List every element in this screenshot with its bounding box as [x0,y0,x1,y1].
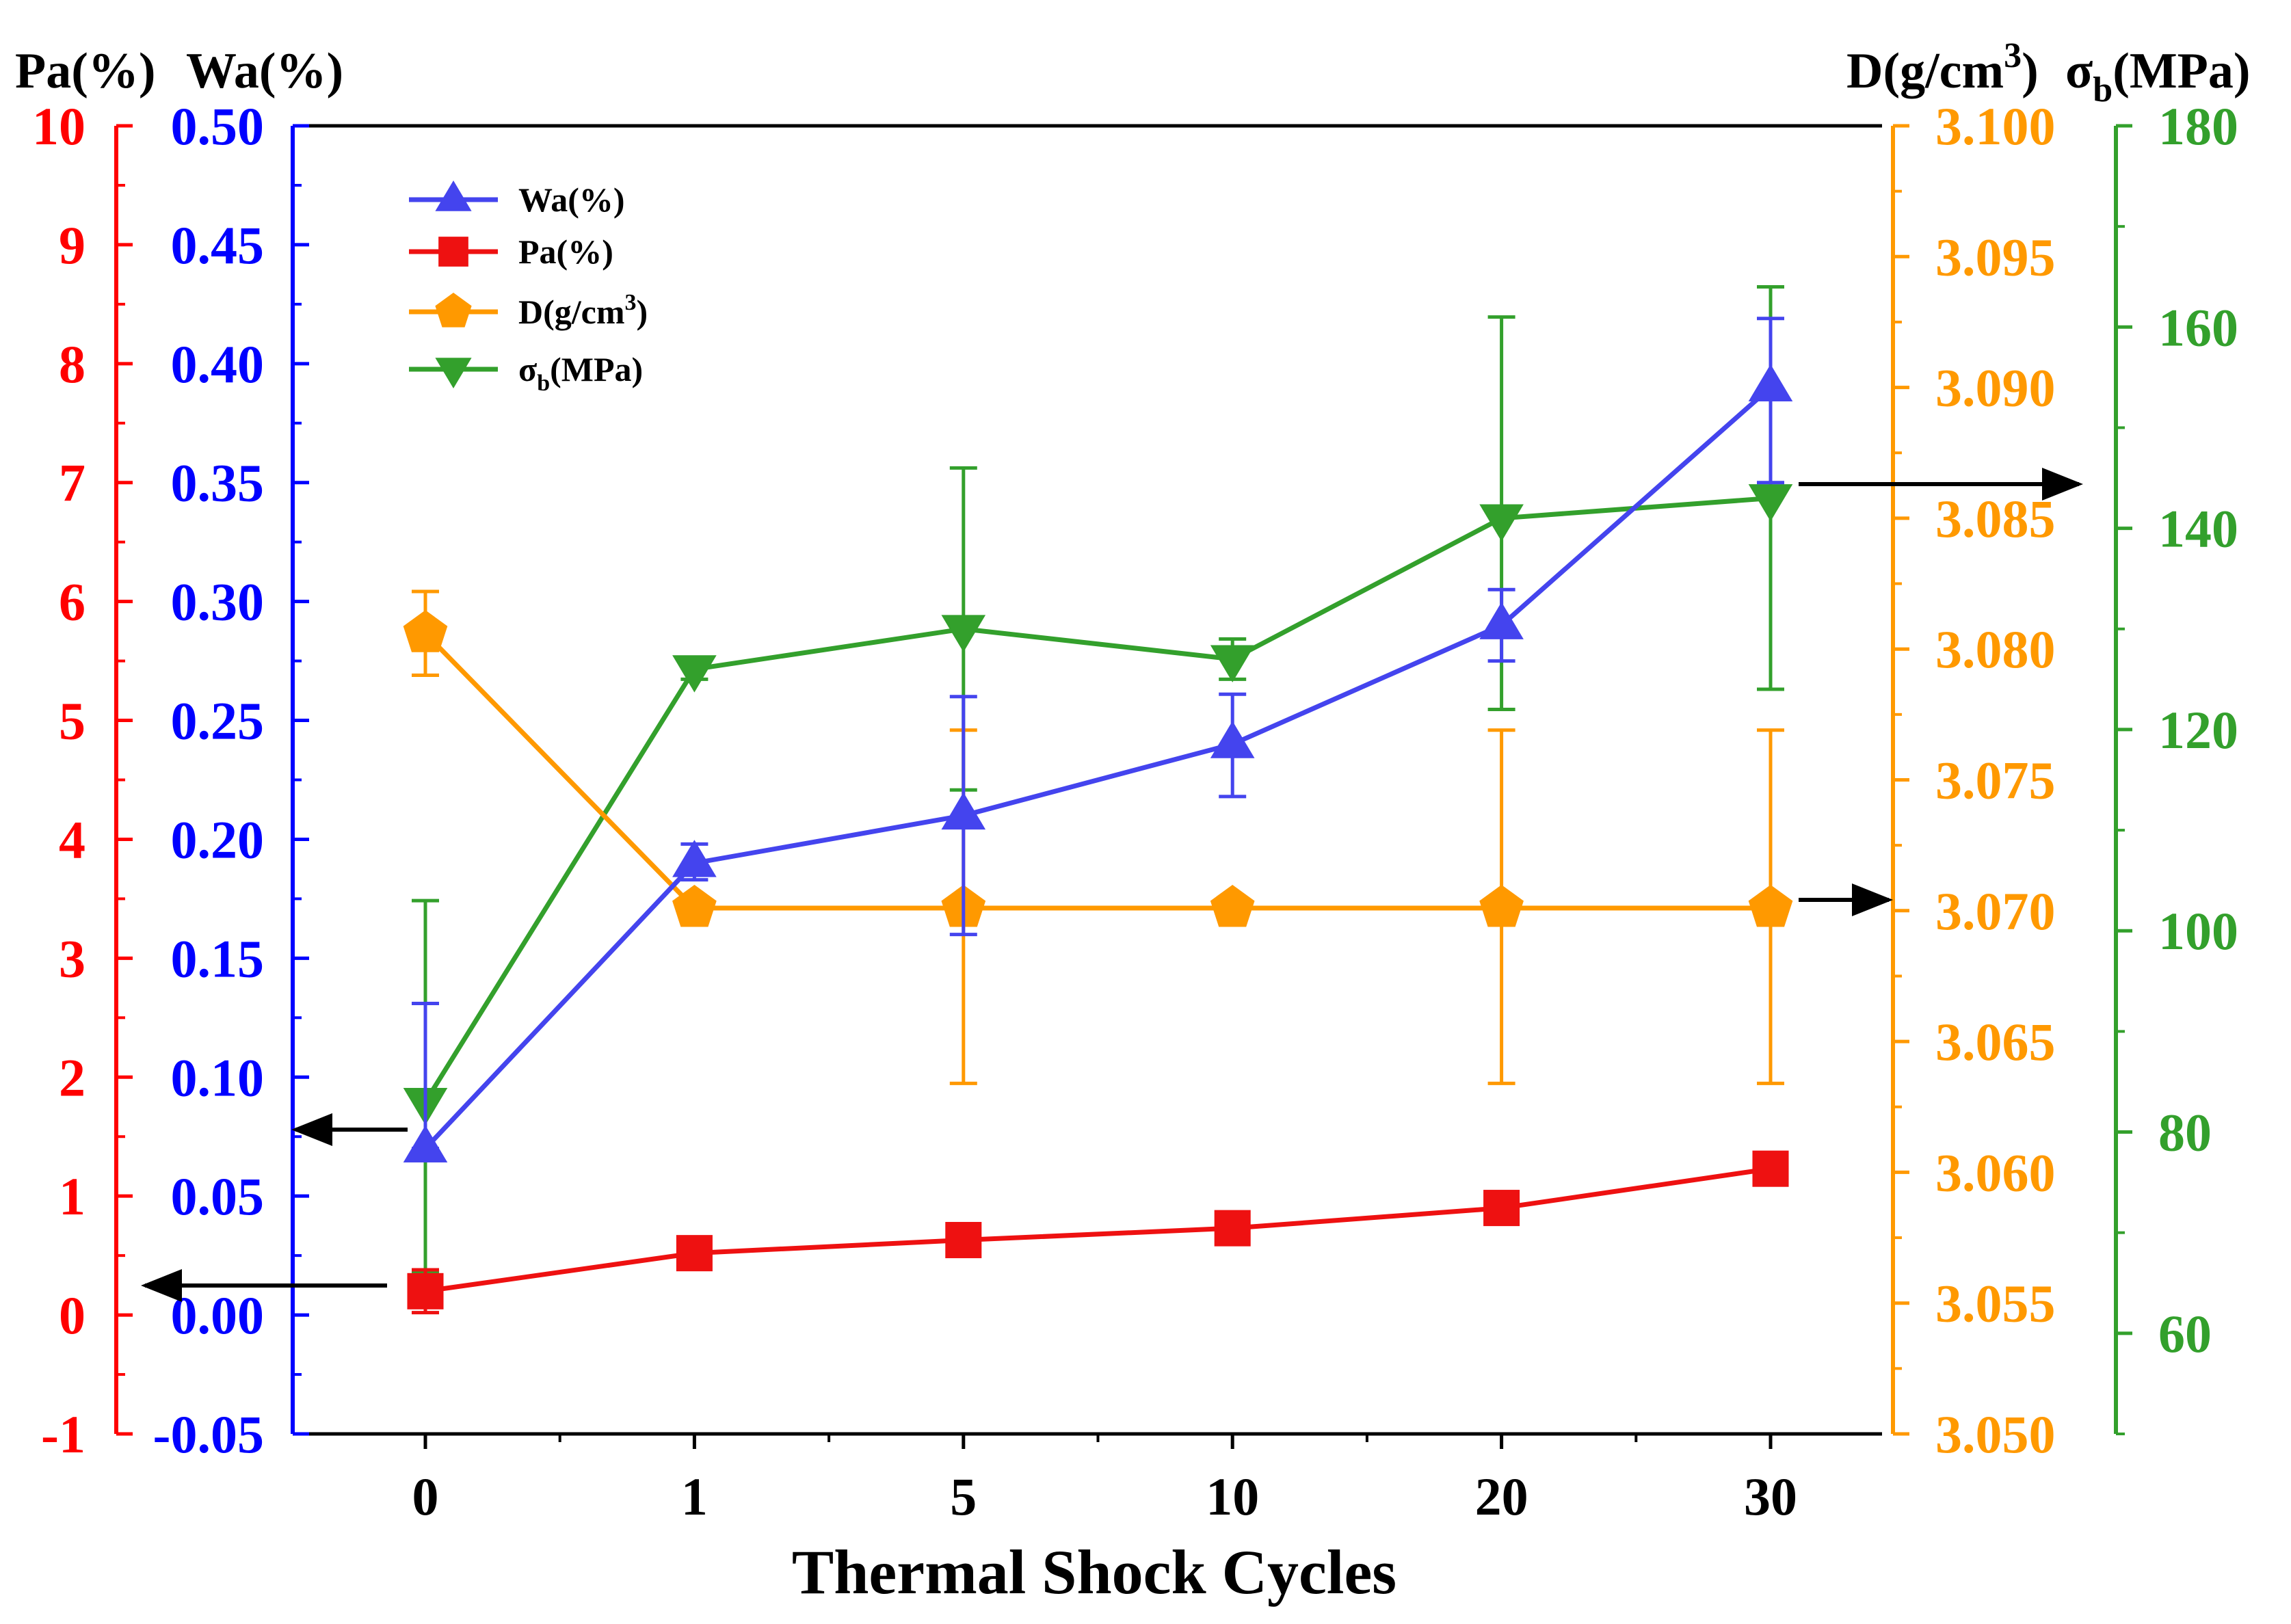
wa-data-point [1210,721,1255,758]
d-tick-label: 3.050 [1935,1405,2056,1464]
sigma-data-point [941,615,986,652]
sigma-tick-label: 140 [2158,499,2238,559]
wa-tick-label: 0.15 [171,929,265,988]
sigma-tick-label: 80 [2158,1103,2212,1162]
pa-data-point [945,1222,982,1259]
d-tick-label: 3.095 [1935,227,2056,287]
x-tick-label: 20 [1475,1467,1528,1526]
d-data-point [672,884,717,927]
wa-data-point [672,840,717,877]
wa-series-line [423,385,1773,1151]
sigma-axis-title: σb(MPa) [2065,43,2251,109]
legend-label: D(g/cm3) [518,290,648,331]
pa-data-point [1214,1210,1251,1247]
legend-label: Pa(%) [518,232,613,271]
d-tick-label: 3.075 [1935,751,2056,810]
x-tick-label: 0 [412,1467,439,1526]
wa-data-point [941,792,986,830]
wa-tick-label: 0.10 [171,1048,265,1107]
wa-tick-label: -0.05 [153,1405,264,1464]
pa-tick-label: 6 [59,572,85,632]
x-tick-label: 10 [1206,1467,1259,1526]
wa-tick-label: 0.25 [171,691,265,751]
wa-tick-label: 0.20 [171,810,265,869]
sigma-tick-label: 60 [2158,1304,2212,1363]
legend-marker [435,293,472,328]
wa-tick-label: 0.35 [171,453,265,513]
pa-tick-label: 10 [32,96,85,156]
legend-entry: Pa(%) [409,232,613,271]
d-tick-label: 3.055 [1935,1274,2056,1333]
d-data-point [1210,884,1255,927]
legend-marker [438,237,468,267]
x-tick-label: 30 [1744,1467,1797,1526]
d-tick-label: 3.060 [1935,1143,2056,1202]
legend-label: Wa(%) [518,181,625,219]
pa-tick-label: -1 [41,1405,85,1464]
x-tick-label: 1 [681,1467,708,1526]
legend-label: σb(MPa) [518,350,643,396]
sigma-tick-label: 120 [2158,700,2238,760]
d-axis-title: D(g/cm3) [1846,36,2039,99]
wa-tick-label: 0.45 [171,215,265,275]
sigma-data-point [1748,484,1793,522]
d-data-point [1479,884,1524,927]
pa-data-point [676,1235,713,1272]
d-tick-label: 3.100 [1935,96,2056,156]
wa-tick-label: 0.05 [171,1167,265,1226]
d-tick-label: 3.090 [1935,358,2056,418]
pa-tick-label: 0 [59,1286,85,1345]
pa-data-point [1752,1150,1789,1187]
pa-tick-label: 4 [59,810,85,869]
series-pa [407,1150,1789,1315]
sigma-tick-label: 180 [2158,96,2238,156]
wa-tick-label: 0.30 [171,572,265,632]
wa-axis-title: Wa(%) [186,43,343,99]
d-tick-label: 3.065 [1935,1012,2056,1071]
d-tick-label: 3.070 [1935,881,2056,941]
x-axis-title: Thermal Shock Cycles [792,1537,1396,1607]
pa-tick-label: 7 [59,453,85,513]
legend-entry: σb(MPa) [409,350,643,396]
pa-data-point [407,1273,444,1309]
pa-tick-label: 2 [59,1048,85,1107]
pa-tick-label: 1 [59,1167,85,1226]
legend-marker [435,181,472,211]
d-data-point [403,610,448,652]
wa-data-point [1748,364,1793,401]
sigma-series-line [423,495,1771,1104]
pa-series-line [425,1166,1771,1294]
wa-tick-label: 0.40 [171,334,265,394]
series-d [403,589,1793,1085]
pa-tick-label: 9 [59,215,85,275]
d-series-line [423,631,1771,911]
pa-tick-label: 3 [59,929,85,988]
pa-data-point [1483,1190,1520,1227]
x-tick-label: 5 [950,1467,977,1526]
d-data-point [1748,884,1793,927]
d-tick-label: 3.080 [1935,620,2056,679]
legend-entry: Wa(%) [409,181,625,219]
sigma-data-point [672,655,717,693]
wa-tick-label: 0.50 [171,96,265,156]
pa-tick-label: 5 [59,691,85,751]
wa-data-point [403,1125,448,1163]
sigma-tick-label: 160 [2158,297,2238,357]
sigma-tick-label: 100 [2158,901,2238,961]
sigma-data-point [1210,645,1255,682]
legend-entry: D(g/cm3) [409,290,648,331]
sigma-data-point [1479,504,1524,542]
wa-tick-label: 0.00 [171,1286,265,1345]
pa-tick-label: 8 [59,334,85,394]
d-tick-label: 3.085 [1935,489,2056,548]
wa-data-point [1479,602,1524,639]
pa-axis-title: Pa(%) [15,43,156,99]
series-wa [403,317,1793,1163]
legend-marker [435,358,472,388]
